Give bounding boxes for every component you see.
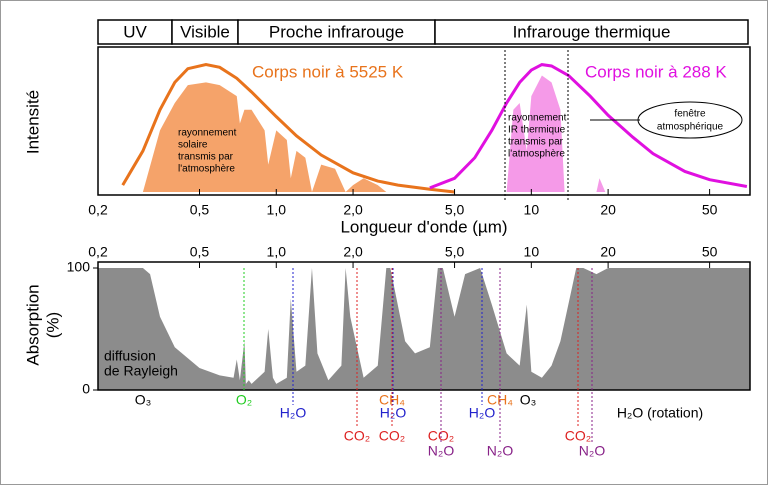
annotation: fenêtre: [674, 109, 706, 120]
annotation: l'atmosphère: [178, 164, 235, 175]
y-axis-label: Intensité: [23, 90, 42, 154]
molecule-label: CO₂: [428, 428, 454, 444]
transmitted-area: [142, 82, 387, 192]
band-label: Infrarouge thermique: [513, 22, 671, 41]
blackbody-curve: [121, 63, 455, 194]
x-tick-label: 5,0: [445, 244, 465, 260]
band-label: Proche infrarouge: [269, 22, 404, 41]
transmitted-area: [506, 75, 606, 192]
absorption-area: [98, 268, 750, 390]
x-tick-label: 10: [524, 202, 540, 218]
molecule-label: O₂: [236, 392, 252, 408]
annotation: rayonnement: [508, 113, 567, 124]
x-tick-label: 0,5: [190, 244, 210, 260]
legend-label: Corps noir à 288 K: [585, 62, 727, 81]
x-tick-label: 1,0: [267, 202, 287, 218]
legend-label: Corps noir à 5525 K: [252, 62, 404, 81]
x-tick-label: 50: [702, 244, 718, 260]
band-box: [434, 19, 749, 45]
x-tick-label: 20: [600, 244, 616, 260]
blackbody-curve: [429, 63, 748, 190]
x-tick-label: 10: [524, 244, 540, 260]
x-tick-label: 50: [702, 202, 718, 218]
x-tick-label: 2,0: [343, 244, 363, 260]
annotation: l'atmosphère: [508, 149, 565, 160]
molecule-label: H₂O: [469, 405, 496, 421]
molecule-label: CO₂: [344, 428, 370, 444]
molecule-label: O₃: [135, 392, 152, 408]
molecule-label: CH₄: [487, 392, 513, 408]
molecule-label: CH₄: [379, 392, 405, 408]
x-axis-label: Longueur d'onde (µm): [340, 217, 507, 236]
molecule-label: N₂O: [487, 443, 514, 459]
x-tick-label: 0,2: [88, 244, 108, 260]
annotation: rayonnement: [178, 128, 237, 139]
annotation: solaire: [178, 140, 208, 151]
x-tick-label: 0,5: [190, 202, 210, 218]
band-box: [97, 19, 173, 45]
y-axis-label: Absorption: [23, 284, 42, 365]
annotation: transmis par: [178, 152, 234, 163]
x-tick-label: 5,0: [445, 202, 465, 218]
band-label: UV: [123, 22, 147, 41]
annotation: de Rayleigh: [104, 363, 178, 379]
band-label: Visible: [180, 22, 230, 41]
molecule-label: CO₂: [565, 428, 591, 444]
y-tick-label: 100: [67, 259, 91, 275]
y-tick-label: 0: [82, 381, 90, 397]
annotation: IR thermique: [508, 125, 566, 136]
molecule-label: O₃: [520, 392, 537, 408]
panel-frame: [97, 46, 751, 196]
annotation: transmis par: [508, 137, 564, 148]
annotation: atmosphérique: [657, 122, 724, 133]
band-box: [171, 19, 239, 45]
annotation: diffusion: [104, 348, 156, 364]
molecule-label: CO₂: [379, 428, 405, 444]
molecule-label: N₂O: [428, 443, 455, 459]
x-tick-label: 1,0: [267, 244, 287, 260]
x-tick-label: 2,0: [343, 202, 363, 218]
x-tick-label: 20: [600, 202, 616, 218]
panel-frame: [97, 261, 751, 391]
dashed-lines: [504, 50, 640, 200]
molecule-label: H₂O: [380, 405, 407, 421]
x-tick-label: 0,2: [88, 202, 108, 218]
molecule-label: N₂O: [579, 443, 606, 459]
y-axis-label: (%): [43, 312, 62, 338]
molecule-label: H₂O: [280, 405, 307, 421]
molecule-label: H₂O (rotation): [617, 405, 703, 421]
